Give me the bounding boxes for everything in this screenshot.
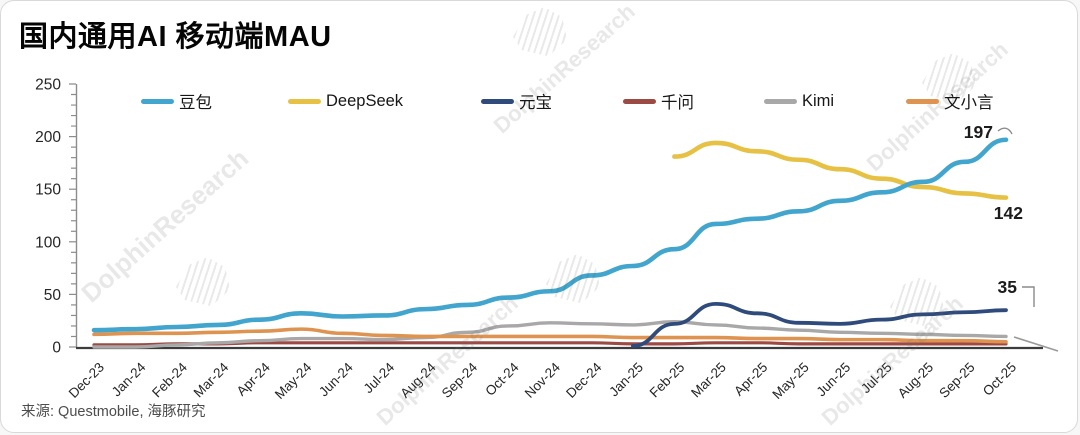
x-tick-label: Jan-25 — [606, 360, 646, 400]
series-line-千问 — [92, 341, 1008, 347]
legend-swatch — [764, 98, 797, 104]
x-tick-label: Jul-25 — [858, 360, 895, 397]
series-line-元宝 — [631, 301, 1008, 348]
y-tick-label: 50 — [44, 287, 62, 304]
legend-label: Kimi — [802, 91, 835, 110]
x-tick-label: Jun-24 — [316, 359, 356, 399]
x-tick-label: Oct-25 — [980, 360, 1019, 399]
x-tick-label: Feb-25 — [647, 360, 688, 401]
x-tick-label: Nov-24 — [522, 359, 564, 401]
y-tick-label: 100 — [35, 234, 61, 251]
page-title: 国内通用AI 移动端MAU — [19, 21, 332, 53]
x-tick-label: Mar-24 — [191, 359, 232, 400]
legend-label: 千问 — [661, 94, 694, 112]
legend-label: 元宝 — [519, 94, 552, 112]
x-tick-label: Dec-24 — [563, 359, 605, 401]
legend-label: 豆包 — [179, 94, 212, 112]
x-tick-label: Oct-24 — [482, 359, 522, 399]
legend-item-Kimi: Kimi — [764, 89, 834, 113]
x-tick-label: Sep-24 — [439, 359, 481, 401]
legend-item-文小言: 文小言 — [906, 89, 994, 113]
source-note: 来源: Questmobile, 海豚研究 — [21, 404, 206, 420]
x-tick-label: Mar-25 — [688, 360, 729, 401]
x-tick-label: May-25 — [769, 360, 811, 402]
y-tick-label: 250 — [35, 77, 61, 94]
leader-line — [997, 127, 1013, 135]
legend-label: DeepSeek — [326, 91, 404, 110]
legend-item-千问: 千问 — [623, 89, 694, 113]
legend-swatch — [481, 98, 514, 104]
x-tick-label: Apr-24 — [234, 359, 274, 399]
legend-swatch — [141, 98, 174, 104]
chart-legend: 豆包 DeepSeek 元宝 千问 Kimi 文小言 — [1, 89, 1077, 113]
leader-line — [1013, 336, 1059, 352]
legend-swatch — [623, 98, 656, 104]
end-value-label-豆包: 197 — [964, 122, 993, 142]
end-value-label-DeepSeek: 142 — [994, 203, 1023, 223]
y-tick-label: 200 — [35, 129, 61, 146]
legend-item-元宝: 元宝 — [481, 89, 552, 113]
y-tick-label: 150 — [35, 182, 61, 199]
leader-line — [1022, 286, 1035, 307]
end-value-label-元宝: 35 — [998, 277, 1018, 297]
x-tick-label: Jan-24 — [109, 359, 149, 399]
legend-swatch — [906, 98, 939, 104]
legend-item-DeepSeek: DeepSeek — [288, 89, 403, 113]
x-tick-label: Dec-23 — [66, 360, 107, 401]
legend-swatch — [288, 98, 321, 104]
x-tick-label: Jul-24 — [361, 359, 398, 396]
series-line-Kimi — [92, 320, 1008, 349]
series-line-豆包 — [91, 137, 1009, 333]
x-tick-label: Apr-25 — [731, 360, 770, 399]
legend-label: 文小言 — [944, 94, 994, 112]
y-tick-label: 0 — [52, 340, 61, 357]
x-tick-label: Feb-24 — [149, 359, 190, 400]
x-tick-label: Sep-25 — [936, 360, 977, 401]
series-line-DeepSeek — [672, 140, 1009, 200]
x-tick-label: Jun-25 — [814, 360, 854, 400]
x-tick-label: May-24 — [272, 359, 315, 402]
x-tick-label: Aug-24 — [397, 359, 439, 401]
legend-item-豆包: 豆包 — [141, 89, 212, 113]
x-tick-label: Aug-25 — [895, 360, 936, 401]
series-line-文小言 — [92, 327, 1008, 344]
